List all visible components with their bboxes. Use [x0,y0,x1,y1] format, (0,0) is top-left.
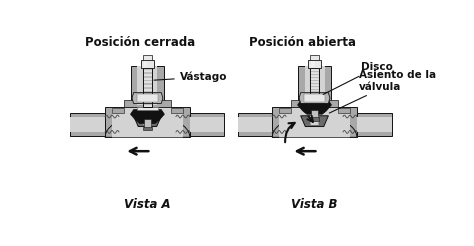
Bar [310,80,319,81]
Polygon shape [112,120,183,137]
Bar [137,94,158,102]
Bar [310,90,319,92]
Bar [143,103,152,105]
Bar [310,68,319,69]
Bar [145,61,147,67]
Polygon shape [130,110,164,123]
Polygon shape [71,117,105,132]
Bar [310,74,319,75]
Bar [310,77,319,78]
Text: Vástago: Vástago [154,72,228,82]
Bar [310,84,319,86]
Bar [143,85,152,87]
Bar [311,110,318,119]
Bar [143,83,152,85]
Bar [310,68,319,97]
Bar [143,101,152,103]
Bar [310,117,319,121]
Bar [310,72,319,74]
Bar [310,55,319,60]
Bar [310,87,319,89]
Polygon shape [112,108,124,113]
Bar [308,60,321,68]
Polygon shape [272,107,357,137]
Bar [143,89,152,91]
Polygon shape [304,66,325,105]
Bar [143,74,152,76]
Bar [143,105,152,107]
Bar [143,95,152,97]
Polygon shape [301,116,328,126]
Bar [143,87,152,89]
Polygon shape [124,100,171,107]
Bar [143,91,152,93]
Bar [304,94,325,102]
Bar [310,81,319,83]
Bar [311,61,315,67]
Polygon shape [357,117,392,132]
Bar [310,71,319,72]
Bar [310,92,319,93]
Polygon shape [143,116,152,125]
Polygon shape [71,113,105,136]
Polygon shape [272,115,357,137]
Bar [143,79,152,81]
Bar [310,78,319,80]
Bar [145,119,151,128]
Bar [310,83,319,84]
Polygon shape [137,66,157,105]
Bar [143,76,152,78]
Polygon shape [304,97,325,101]
Bar [310,93,319,94]
Polygon shape [298,100,331,114]
Polygon shape [137,107,158,110]
Bar [140,60,155,68]
Bar [143,72,152,74]
Text: Posición abierta: Posición abierta [249,36,356,49]
Polygon shape [279,120,350,137]
Bar [143,93,152,95]
Polygon shape [130,66,164,107]
Polygon shape [112,108,183,136]
Polygon shape [292,100,337,107]
Polygon shape [357,113,392,136]
Text: Vista B: Vista B [292,198,338,211]
Text: Disco: Disco [323,62,392,94]
Polygon shape [237,113,272,136]
Polygon shape [279,108,292,113]
Bar [143,68,152,70]
Bar [143,68,152,107]
Bar [143,78,152,79]
Bar [143,97,152,99]
Text: Posición cerrada: Posición cerrada [85,36,195,49]
Bar [143,126,152,130]
Polygon shape [105,107,190,137]
Polygon shape [337,108,350,113]
Polygon shape [190,113,225,136]
Bar [310,89,319,90]
Polygon shape [134,116,161,126]
Bar [310,86,319,87]
Bar [143,55,152,60]
Bar [143,70,152,72]
Bar [310,69,319,71]
Polygon shape [298,66,331,107]
Polygon shape [299,93,330,103]
Bar [143,99,152,101]
Polygon shape [237,117,272,132]
Polygon shape [310,116,319,125]
Polygon shape [132,93,163,103]
Bar [310,96,319,97]
Polygon shape [190,117,225,132]
Bar [310,75,319,77]
Text: Asiento de la
válvula: Asiento de la válvula [329,70,437,113]
Polygon shape [171,108,183,113]
Text: Vista A: Vista A [124,198,171,211]
Bar [310,94,319,96]
Polygon shape [105,115,190,137]
Bar [143,81,152,83]
Polygon shape [279,108,350,136]
